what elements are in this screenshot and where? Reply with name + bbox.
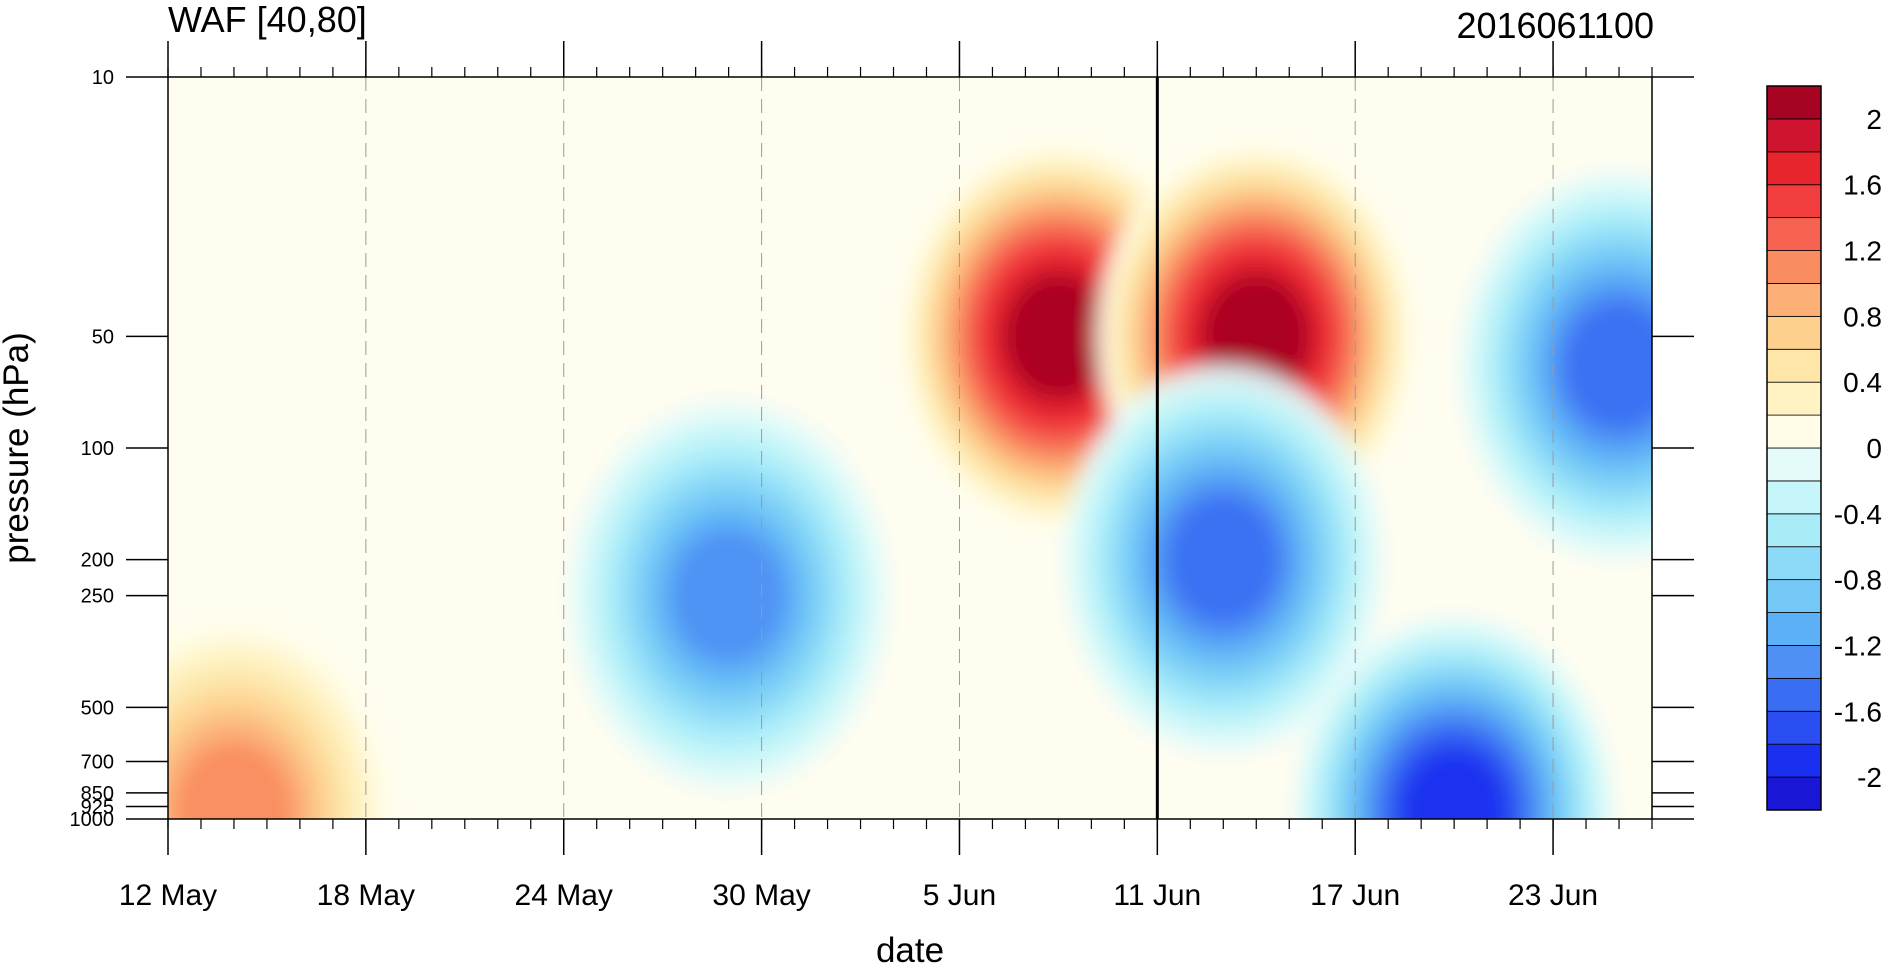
colorbar-swatch — [1766, 381, 1822, 416]
contour-level — [1168, 495, 1279, 624]
colorbar-swatch — [1766, 677, 1822, 712]
contour-level — [1007, 277, 1110, 395]
contour-level — [1564, 301, 1652, 430]
y-tick-label: 500 — [81, 697, 114, 719]
contour-level — [1402, 750, 1507, 819]
colorbar-swatch — [1766, 612, 1822, 646]
colorbar-swatch — [1766, 184, 1822, 219]
colorbar-label: 0 — [1866, 433, 1882, 464]
colorbar-swatch — [1766, 315, 1822, 350]
contour-field — [168, 141, 1652, 819]
y-tick-label: 50 — [92, 326, 114, 348]
colorbar-label: 1.2 — [1843, 236, 1882, 267]
colorbar-swatch — [1766, 217, 1822, 251]
contour-level — [173, 740, 294, 819]
colorbar-swatch — [1766, 414, 1822, 449]
colorbar-label: 1.6 — [1843, 170, 1882, 201]
chart-title-left: WAF [40,80] — [168, 0, 367, 40]
colorbar-swatch — [1766, 645, 1822, 679]
y-tick-label: 1000 — [70, 809, 115, 831]
colorbar-swatch — [1766, 776, 1822, 811]
colorbar-label: -0.4 — [1834, 499, 1882, 530]
colorbar-swatch — [1766, 546, 1822, 581]
y-tick-label: 925 — [81, 796, 114, 818]
colorbar-swatch — [1766, 579, 1822, 613]
x-tick-label: 5 Jun — [923, 879, 996, 912]
colorbar-swatch — [1766, 480, 1822, 515]
colorbar-swatch — [1766, 151, 1822, 186]
x-tick-label: 17 Jun — [1310, 879, 1400, 912]
colorbar-label: 0.4 — [1843, 367, 1882, 398]
colorbar-label: 0.8 — [1843, 301, 1882, 332]
contour-level — [671, 529, 786, 663]
colorbar-swatch — [1766, 743, 1822, 778]
y-tick-label: 250 — [81, 586, 114, 608]
colorbar-label: -1.2 — [1834, 630, 1882, 661]
x-tick-label: 24 May — [515, 879, 613, 912]
y-tick-label: 200 — [81, 550, 114, 572]
x-tick-label: 11 Jun — [1113, 879, 1201, 912]
y-tick-label: 10 — [92, 67, 114, 89]
colorbar-label: 2 — [1866, 104, 1882, 135]
x-tick-label: 12 May — [119, 879, 217, 912]
x-tick-label: 23 Jun — [1508, 879, 1598, 912]
colorbar-swatch — [1766, 348, 1822, 383]
colorbar-label: -2 — [1857, 762, 1882, 793]
colorbar-swatch — [1766, 85, 1822, 120]
colorbar-label: -0.8 — [1834, 565, 1882, 596]
colorbar-swatch — [1766, 118, 1822, 153]
colorbar-swatch — [1766, 447, 1822, 482]
colorbar-swatch — [1766, 250, 1822, 284]
y-tick-label: 100 — [81, 438, 114, 460]
colorbar-swatch — [1766, 710, 1822, 745]
colorbar-swatch — [1766, 513, 1822, 548]
y-tick-label: 700 — [81, 752, 114, 774]
colorbar-label: -1.6 — [1834, 696, 1882, 727]
x-tick-label: 18 May — [317, 879, 415, 912]
colorbar-frame — [1766, 85, 1822, 811]
y-axis-label: pressure (hPa) — [0, 332, 36, 563]
x-axis-label: date — [876, 931, 944, 968]
x-tick-label: 30 May — [712, 879, 810, 912]
colorbar-swatch — [1766, 283, 1822, 317]
y-tick-label: 850 — [81, 783, 114, 805]
chart-title-right: 2016061100 — [1456, 5, 1654, 46]
